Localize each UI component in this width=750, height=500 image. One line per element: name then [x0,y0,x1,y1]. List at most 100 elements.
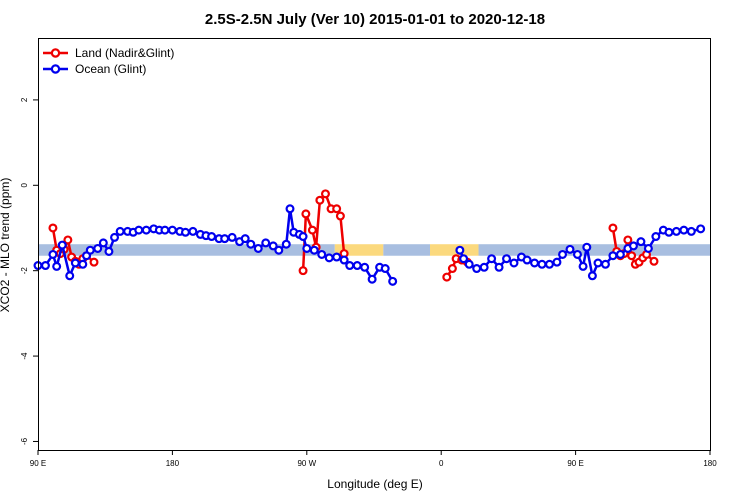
data-point [188,226,198,236]
data-point [464,259,474,269]
data-point [180,227,190,237]
data-point [167,225,177,235]
y-tick-label: -6 [20,437,29,445]
data-point [253,243,263,253]
data-point [455,245,465,255]
data-point [220,234,230,244]
data-point [261,238,271,248]
data-point [48,223,58,233]
data-point [442,272,452,282]
data-point [40,261,50,271]
data-point [636,237,646,247]
data-point [285,204,295,214]
axes: 90 E 180 90 W 0 90 E 180 2 0 -2 -4 -6 [20,97,717,468]
background-band [38,244,710,256]
data-point [627,251,637,261]
data-point [537,259,547,269]
data-point [93,243,103,253]
data-point [494,262,504,272]
data-point [315,195,325,205]
data-point [65,271,75,281]
data-point [649,256,659,266]
data-point [686,226,696,236]
band-segment [38,244,335,256]
data-point [301,209,311,219]
data-point [317,249,327,259]
data-point [380,264,390,274]
x-axis-label: Longitude (deg E) [327,477,422,491]
x-tick-label: 90 E [567,459,583,468]
x-tick-label: 90 E [30,459,46,468]
data-point [587,271,597,281]
band-segment [430,244,479,256]
data-point [345,261,355,271]
data-point [360,262,370,272]
data-point [530,258,540,268]
data-point [578,261,588,271]
data-point [459,254,469,264]
data-point [98,238,108,248]
y-tick-label: -2 [20,267,29,275]
data-point [309,245,319,255]
legend-marker [50,64,61,74]
data-point [110,232,120,242]
data-point [487,254,497,264]
data-point [593,258,603,268]
data-point [70,258,80,268]
data-point [298,232,308,242]
data-point [671,226,681,236]
data-point [104,246,114,256]
data-point [48,249,58,259]
data-point [643,243,653,253]
data-point [472,264,482,274]
y-axis-label: XCO2 - MLO trend (ppm) [0,178,12,313]
data-point [558,249,568,259]
x-tick-label: 180 [703,459,717,468]
data-point [78,259,88,269]
data-point [608,223,618,233]
data-point [332,204,342,214]
plot-frame [38,38,711,451]
data-point [63,235,73,245]
series-ocean [33,204,706,286]
y-tick-label: -4 [20,352,29,360]
band-segment [478,244,710,256]
data-point [367,274,377,284]
data-point [332,252,342,262]
data-point [651,232,661,242]
data-point [57,240,67,250]
legend-label: Ocean (Glint) [75,62,146,76]
data-point [324,253,334,263]
data-point [552,257,562,267]
data-point [52,261,62,271]
data-point [115,226,125,236]
data-point [447,264,457,274]
band-segment [383,244,430,256]
data-point [696,224,706,234]
data-point [572,249,582,259]
data-point [298,266,308,276]
data-point [352,261,362,271]
data-point [479,262,489,272]
y-tick-label: 0 [20,183,29,188]
data-point [89,257,99,267]
data-point [141,225,151,235]
data-point [565,244,575,254]
data-point [522,255,532,265]
band-segment [334,244,384,256]
y-tick-label: 2 [20,97,29,102]
data-point [679,225,689,235]
data-point [339,255,349,265]
data-point [227,232,237,242]
data-point [160,225,170,235]
data-point [246,239,256,249]
data-point [302,243,312,253]
data-point [335,211,345,221]
data-point [388,276,398,286]
data-point [281,239,291,249]
x-tick-label: 90 W [297,459,316,468]
data-point [268,241,278,251]
series-layer [33,189,706,286]
legend-marker [50,48,61,58]
